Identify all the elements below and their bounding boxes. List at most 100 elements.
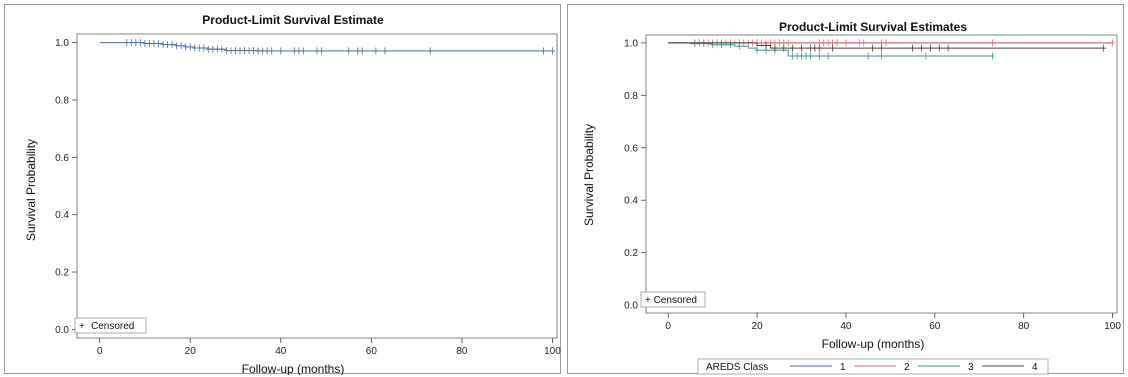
chart-panel-left: Product-Limit Survival Estimate Follow-u…: [4, 4, 561, 375]
survival-curve-series-4: [668, 42, 1104, 49]
censor-mark: [910, 44, 916, 52]
censor-mark: [146, 39, 152, 47]
censor-mark: [812, 44, 818, 52]
y-tick-label: 0.8: [55, 95, 69, 106]
censor-mark: [128, 39, 134, 47]
plot-area: 0 20 40 60 80 100 0.0 0.2 0.4 0.6 0.8 1.0: [624, 34, 1121, 332]
censor-mark: [296, 47, 302, 55]
class-legend: AREDS Class 1 2 3 4: [697, 358, 1049, 375]
censor-mark: [214, 45, 220, 53]
censor-mark: [727, 41, 733, 49]
censor-mark: [710, 41, 716, 49]
x-tick-label: 100: [1104, 321, 1121, 332]
x-tick-label: 100: [544, 346, 561, 357]
censor-mark: [821, 39, 827, 47]
x-axis-label: Follow-up (months): [822, 337, 925, 351]
censor-mark: [165, 41, 171, 49]
censor-mark: [242, 47, 248, 55]
censor-mark: [210, 45, 216, 53]
censor-mark: [794, 52, 800, 60]
censor-mark: [830, 44, 836, 52]
y-tick-label: 0.2: [55, 268, 69, 279]
censor-mark: [382, 47, 388, 55]
censor-mark: [856, 39, 862, 47]
censor-mark: [540, 47, 546, 55]
censor-mark: [151, 39, 157, 47]
censor-mark: [255, 47, 261, 55]
censor-mark: [772, 44, 778, 52]
survival-curve-series-3: [668, 42, 993, 57]
censor-mark: [807, 44, 813, 52]
x-tick-label: 60: [366, 346, 378, 357]
censor-mark: [142, 39, 148, 47]
censor-mark: [816, 52, 822, 60]
plot-frame: [645, 34, 1118, 314]
censor-mark: [879, 52, 884, 60]
legend-box: [640, 291, 706, 308]
y-axis-label: Survival Probability: [24, 139, 38, 241]
censor-mark: [692, 40, 698, 48]
plot-area: 0 20 40 60 80 100 0.0 0.2 0.4 0.6 0.8 1.0: [55, 33, 561, 357]
censor-mark: [201, 44, 207, 52]
class-legend-label: 1: [840, 362, 846, 373]
y-tick-label: 0.6: [624, 143, 638, 154]
censor-mark-icon: +: [79, 321, 85, 332]
censor-mark: [223, 47, 229, 55]
censor-mark: [178, 42, 184, 50]
censor-mark: [870, 44, 876, 52]
censor-mark: [300, 47, 306, 55]
y-tick-label: 0.6: [55, 153, 69, 164]
censor-mark: [825, 52, 831, 60]
censor-mark: [219, 45, 225, 53]
censor-mark: [990, 52, 996, 60]
censor-mark: [918, 44, 924, 52]
y-tick-label: 0.0: [624, 301, 638, 312]
x-tick-label: 40: [840, 321, 852, 332]
legend-box: [74, 317, 147, 334]
class-legend-label: 2: [904, 362, 910, 373]
censor-mark: [187, 43, 193, 51]
censor-mark: [278, 47, 284, 55]
x-tick-label: 60: [929, 321, 941, 332]
x-tick-label: 80: [456, 346, 468, 357]
censor-mark: [990, 39, 996, 47]
class-legend-label: 4: [1032, 362, 1038, 373]
censor-mark: [137, 39, 143, 47]
censor-mark: [427, 47, 433, 55]
y-axis-label: Survival Probability: [582, 124, 596, 226]
censor-mark: [785, 39, 791, 47]
censor-mark: [314, 47, 320, 55]
censor-mark: [156, 39, 162, 47]
censor-mark: [807, 52, 813, 60]
censor-mark: [237, 47, 243, 55]
censor-mark: [843, 39, 849, 47]
y-tick-label: 1.0: [624, 38, 638, 49]
censor-mark: [825, 39, 831, 47]
censor-mark: [701, 40, 707, 48]
censor-mark: [264, 47, 270, 55]
class-legend-label: 3: [968, 362, 974, 373]
censor-mark: [834, 39, 840, 47]
x-tick-label: 0: [97, 346, 103, 357]
x-tick-label: 80: [1018, 321, 1030, 332]
censor-mark: [790, 52, 796, 60]
censor-mark: [861, 39, 867, 47]
censor-mark: [355, 47, 361, 55]
y-tick-label: 0.4: [624, 196, 638, 207]
censor-mark: [183, 43, 189, 51]
censored-legend: + Censored: [74, 317, 147, 334]
censor-mark: [260, 47, 266, 55]
censor-mark: [160, 41, 166, 49]
censor-mark: [923, 52, 929, 60]
censor-mark: [174, 42, 180, 50]
censor-mark: [133, 39, 139, 47]
censor-mark: [1101, 44, 1107, 52]
y-tick-label: 0.2: [624, 248, 638, 259]
censor-mark: [228, 47, 234, 55]
x-tick-label: 0: [665, 321, 671, 332]
censor-mark: [776, 39, 782, 47]
y-tick-label: 0.8: [624, 91, 638, 102]
survival-chart-right: Product-Limit Survival Estimates Follow-…: [582, 20, 1121, 375]
censor-mark: [754, 46, 760, 54]
censor-mark: [803, 52, 809, 60]
